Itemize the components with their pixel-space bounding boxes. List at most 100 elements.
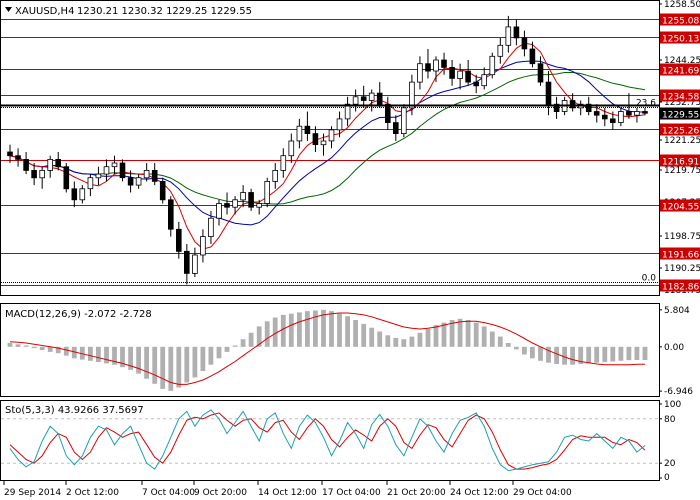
level-label-bg [660, 31, 700, 44]
candle-body-bull [457, 70, 463, 79]
candle-body-bear [183, 250, 190, 274]
candle-body-bear [610, 118, 616, 124]
candle [127, 170, 134, 193]
candle-body-bear [529, 48, 536, 65]
macd-bar [546, 346, 551, 363]
candle [87, 174, 94, 197]
candle-body-bull [497, 44, 504, 57]
macd-axis: 5.804 0.00 -6.946 [659, 306, 693, 397]
ma-fast-line [9, 42, 646, 250]
macd-bar [39, 346, 45, 350]
price-panel[interactable] [0, 0, 660, 296]
macd-bar [626, 346, 632, 361]
macd-bar [522, 346, 527, 355]
macd-signal-line [9, 312, 646, 385]
candle [224, 192, 230, 215]
candle-body-bull [489, 55, 496, 76]
candle [384, 96, 391, 130]
symbol-label: XAUUSD,H4 [15, 6, 74, 17]
current-price-bg [660, 107, 700, 120]
candle [473, 74, 479, 94]
stoch-axis-label: 80 [664, 415, 676, 425]
candle-body-bear [642, 111, 648, 114]
stochastic-lines [1, 409, 659, 472]
macd-bar [272, 317, 278, 347]
macd-bar [136, 346, 141, 374]
level-label: 1255.08 [662, 17, 699, 27]
candle [425, 48, 431, 79]
candle-body-bull [409, 81, 415, 109]
candle [497, 37, 504, 64]
time-tick-label: 14 Oct 12:00 [258, 488, 317, 498]
candle-body-bear [151, 169, 158, 182]
candle [449, 60, 455, 86]
macd-bar [297, 312, 302, 347]
macd-bar [200, 346, 206, 371]
macd-bar [216, 346, 222, 359]
candle-body-bear [7, 151, 13, 157]
macd-bar [538, 346, 543, 361]
candle [71, 181, 78, 208]
candle [505, 15, 512, 53]
level-label-bg [660, 123, 700, 136]
level-label: 1191.66 [662, 251, 699, 261]
candle-body-bear [127, 177, 134, 186]
macd-bar [642, 346, 648, 360]
candle-body-bear [384, 103, 391, 123]
macd-bar [256, 326, 262, 347]
candle [159, 177, 166, 204]
candle-body-bull [87, 177, 94, 190]
candle [111, 155, 118, 175]
candle-body-bear [593, 111, 600, 116]
macd-bar [337, 313, 342, 347]
macd-histogram-and-signal [7, 309, 648, 391]
ma-mid-line [9, 60, 646, 226]
current-price-label: 1229.55 [662, 111, 699, 121]
macd-bar [7, 343, 13, 347]
candle-body-bull [103, 166, 110, 175]
candle-body-bear [312, 133, 319, 146]
candle [634, 107, 640, 123]
candle [328, 126, 335, 149]
candle-body-bear [304, 125, 311, 134]
price-tick-label: 1221.25 [664, 136, 700, 146]
fibo-label: 0.0 [642, 274, 657, 284]
macd-bar [634, 346, 640, 360]
macd-bar [425, 329, 431, 347]
candle [320, 133, 327, 156]
level-label-bg [660, 247, 700, 260]
price-tick-label: 1190.25 [664, 264, 700, 274]
candle-body-bull [256, 203, 262, 208]
price-tick-label: 1232.75 [664, 98, 700, 108]
candle [95, 166, 102, 186]
candle [63, 163, 70, 193]
candle [392, 115, 399, 141]
candle-body-bull [368, 92, 375, 101]
candle-body-bull [192, 254, 198, 274]
candle [119, 159, 126, 182]
candle-body-bull [400, 107, 407, 135]
time-tick-label: 2 Oct 12:00 [66, 488, 119, 498]
candle-body-bull [505, 26, 512, 46]
candle [537, 56, 544, 86]
level-label-bg [660, 89, 700, 102]
candle [642, 107, 648, 116]
candle-body-bull [433, 59, 439, 72]
macd-bar [497, 336, 503, 347]
level-label: 1241.69 [662, 67, 699, 77]
candle-body-bull [216, 203, 222, 219]
candle-body-bull [200, 236, 206, 256]
candle-body-bear [553, 103, 560, 112]
candle [103, 159, 110, 182]
candle-body-bear [513, 26, 520, 39]
candle-body-bear [159, 180, 166, 201]
level-label: 1234.58 [662, 93, 699, 103]
macd-bar [562, 346, 567, 365]
macd-bar [120, 346, 125, 368]
stoch-panel[interactable] [0, 400, 660, 481]
candle [15, 148, 21, 167]
candle-body-bull [39, 169, 45, 179]
candle-body-bear [55, 158, 61, 168]
candle [248, 188, 254, 211]
